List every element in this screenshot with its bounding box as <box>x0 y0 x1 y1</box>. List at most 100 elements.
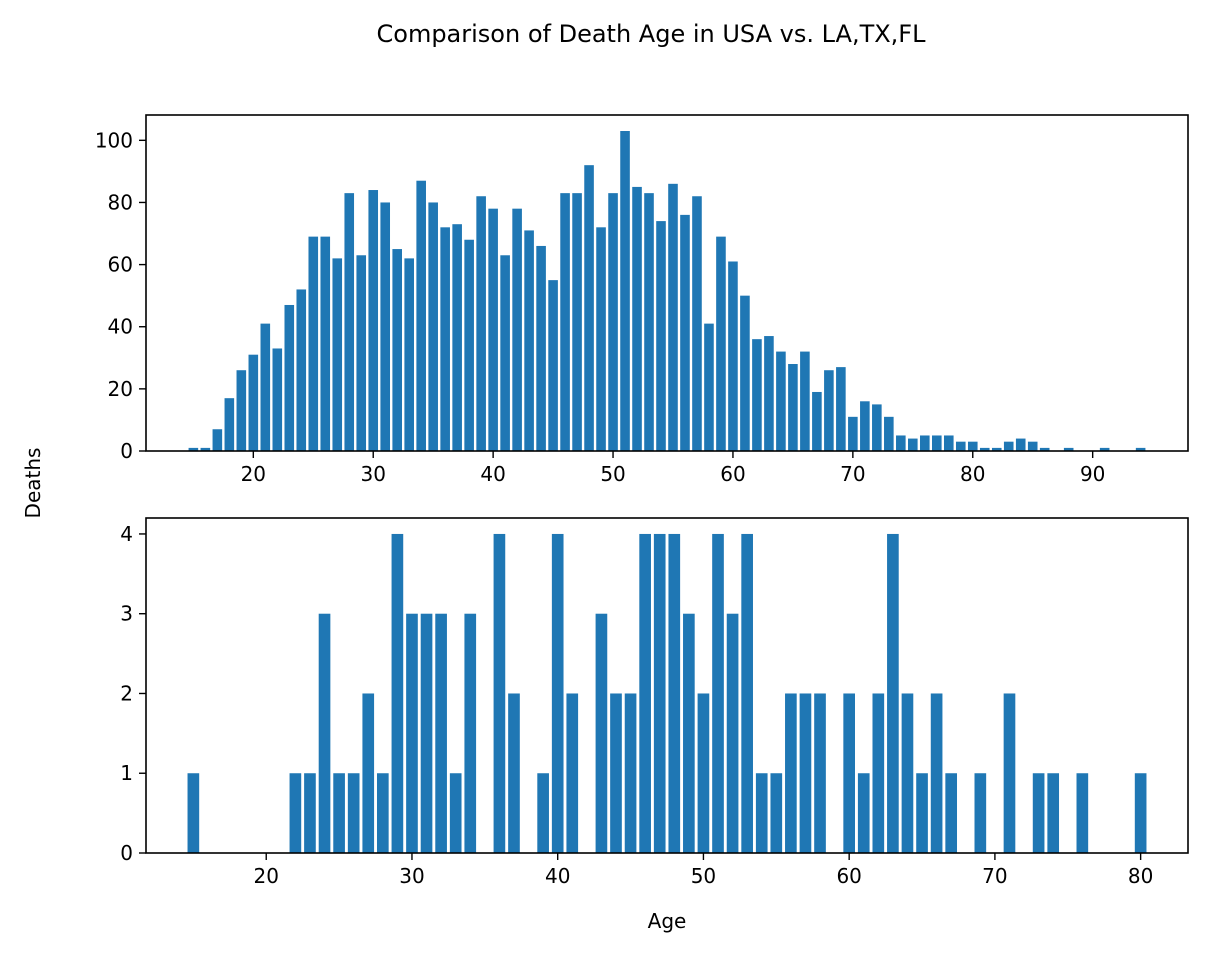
top-bar-age-80 <box>967 441 978 451</box>
bottom-bar-age-57 <box>799 693 812 853</box>
top-bar-age-73 <box>884 416 894 451</box>
top-x-tick-label: 70 <box>840 462 865 486</box>
bottom-y-tick-label: 3 <box>120 602 133 626</box>
top-subplot-usa: 20 30 40 50 60 70 80 90 0 20 40 60 80 100 <box>95 114 1189 486</box>
top-y-tick-label: 100 <box>95 128 133 152</box>
top-bar-age-61 <box>740 295 750 451</box>
bottom-bar-age-28 <box>376 773 389 853</box>
bottom-bar-age-55 <box>770 773 783 853</box>
top-bar-age-19 <box>236 370 247 451</box>
bottom-bar-age-24 <box>318 613 331 853</box>
bottom-x-tick-label: 70 <box>982 864 1007 888</box>
shared-y-axis-label: Deaths <box>21 448 45 519</box>
top-y-tick-label: 40 <box>108 315 133 339</box>
bottom-x-tick-label: 50 <box>691 864 716 888</box>
top-bar-age-69 <box>836 367 846 451</box>
bottom-bar-age-43 <box>595 613 608 853</box>
top-bar-age-56 <box>680 214 690 451</box>
bottom-bar-age-48 <box>668 533 681 853</box>
top-x-tick-label: 50 <box>600 462 625 486</box>
bottom-y-tick-label: 4 <box>120 522 133 546</box>
top-bar-age-67 <box>812 391 822 451</box>
top-bar-age-71 <box>860 401 870 451</box>
top-bar-age-58 <box>704 323 714 451</box>
top-bar-age-82 <box>991 447 1002 451</box>
bottom-x-tick-label: 80 <box>1128 864 1153 888</box>
top-bar-age-30 <box>368 190 379 451</box>
top-bar-age-35 <box>428 202 438 451</box>
top-bar-age-66 <box>800 351 810 451</box>
top-bar-age-47 <box>572 193 582 451</box>
top-bar-age-84 <box>1015 438 1026 451</box>
top-bar-age-83 <box>1003 441 1014 451</box>
top-bar-age-27 <box>332 258 343 451</box>
top-bar-age-85 <box>1027 441 1038 451</box>
top-bar-age-20 <box>248 354 259 451</box>
bottom-bar-age-32 <box>435 613 447 853</box>
bottom-bar-age-69 <box>974 773 987 853</box>
top-y-tick-label: 80 <box>108 190 133 214</box>
bottom-bar-age-33 <box>449 773 462 853</box>
top-bar-age-77 <box>932 435 942 451</box>
top-bar-age-38 <box>464 239 474 451</box>
top-bar-age-44 <box>536 245 546 451</box>
bottom-bars <box>187 533 1147 853</box>
top-bar-age-94 <box>1135 447 1146 451</box>
bottom-x-tick-label: 40 <box>545 864 570 888</box>
top-bar-age-86 <box>1039 447 1050 451</box>
bottom-bar-age-51 <box>712 533 724 853</box>
bottom-bar-age-60 <box>843 693 855 853</box>
bottom-bar-age-29 <box>391 533 404 853</box>
top-bar-age-26 <box>320 236 331 451</box>
top-bar-age-63 <box>764 336 774 451</box>
top-y-axis-ticks: 0 20 40 60 80 100 <box>95 128 146 463</box>
top-bar-age-64 <box>776 351 786 451</box>
bottom-bar-age-53 <box>741 533 753 853</box>
top-bar-age-78 <box>943 435 954 451</box>
top-bar-age-39 <box>476 196 486 451</box>
bottom-bar-age-15 <box>187 773 200 853</box>
bottom-bar-age-39 <box>537 773 549 853</box>
top-bars <box>188 131 1146 452</box>
bottom-bar-age-65 <box>916 773 928 853</box>
top-bar-age-24 <box>296 289 307 451</box>
top-bar-age-42 <box>512 208 522 451</box>
top-bar-age-28 <box>344 193 355 451</box>
top-y-tick-label: 0 <box>120 439 133 463</box>
top-bar-age-49 <box>596 227 606 451</box>
bottom-bar-age-25 <box>333 773 345 853</box>
top-bar-age-15 <box>188 447 199 451</box>
bottom-y-tick-label: 2 <box>120 681 133 705</box>
top-bar-age-37 <box>452 224 462 451</box>
top-x-tick-label: 30 <box>360 462 385 486</box>
top-bar-age-16 <box>200 447 211 451</box>
bottom-x-tick-label: 60 <box>836 864 861 888</box>
top-bar-age-29 <box>356 255 367 451</box>
top-bar-age-55 <box>668 183 678 451</box>
bottom-bar-age-44 <box>610 693 622 853</box>
bottom-bar-age-58 <box>814 693 826 853</box>
top-bar-age-25 <box>308 236 319 451</box>
top-x-tick-label: 40 <box>480 462 505 486</box>
top-bar-age-21 <box>260 323 271 451</box>
top-y-tick-label: 20 <box>108 377 133 401</box>
top-bar-age-68 <box>824 370 834 451</box>
top-bar-age-31 <box>380 202 391 451</box>
bottom-bar-age-36 <box>493 533 506 853</box>
bottom-bar-age-66 <box>930 693 943 853</box>
bottom-subplot-la-tx-fl: 20 30 40 50 60 70 80 0 1 2 3 4 Age <box>120 517 1189 933</box>
top-bar-age-41 <box>500 255 510 451</box>
top-bar-age-36 <box>440 227 450 451</box>
bottom-bar-age-80 <box>1134 773 1147 853</box>
top-bar-age-46 <box>560 193 570 451</box>
bottom-bar-age-23 <box>304 773 316 853</box>
bottom-bar-age-30 <box>406 613 418 853</box>
top-bar-age-57 <box>692 196 702 451</box>
bottom-y-tick-label: 0 <box>120 841 133 865</box>
top-bar-age-65 <box>788 364 798 451</box>
top-bar-age-33 <box>404 258 414 451</box>
bottom-bar-age-46 <box>639 533 651 853</box>
top-bar-age-54 <box>656 221 666 451</box>
bottom-y-tick-label: 1 <box>120 761 133 785</box>
